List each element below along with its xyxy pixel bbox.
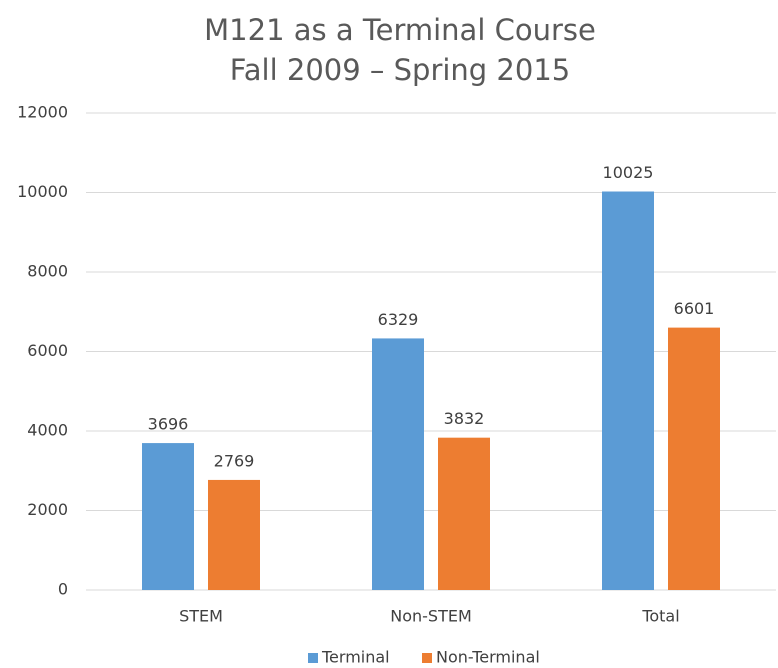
legend-swatch [308,653,318,663]
legend-label: Terminal [321,648,390,667]
x-tick-label: Total [641,607,679,626]
chart-title: M121 as a Terminal Course [204,13,596,47]
data-label: 2769 [214,451,255,470]
data-label: 3696 [148,415,189,434]
y-tick-label: 0 [58,580,68,599]
bar [372,338,424,590]
data-label: 6329 [378,310,419,329]
bar [668,327,720,590]
y-tick-label: 10000 [17,182,68,201]
y-tick-label: 12000 [17,103,68,122]
chart-subtitle: Fall 2009 – Spring 2015 [230,53,570,87]
bar [602,191,654,590]
legend-label: Non-Terminal [436,648,540,667]
x-tick-label: STEM [179,607,223,626]
data-label: 3832 [444,409,485,428]
bar [438,437,490,590]
y-tick-label: 4000 [27,421,68,440]
data-label: 6601 [674,299,715,318]
y-tick-label: 6000 [27,341,68,360]
bar [208,479,260,590]
data-label: 10025 [603,163,654,182]
y-tick-label: 8000 [27,262,68,281]
bar [142,443,194,590]
legend-swatch [422,653,432,663]
x-tick-label: Non-STEM [390,607,472,626]
y-tick-label: 2000 [27,500,68,519]
